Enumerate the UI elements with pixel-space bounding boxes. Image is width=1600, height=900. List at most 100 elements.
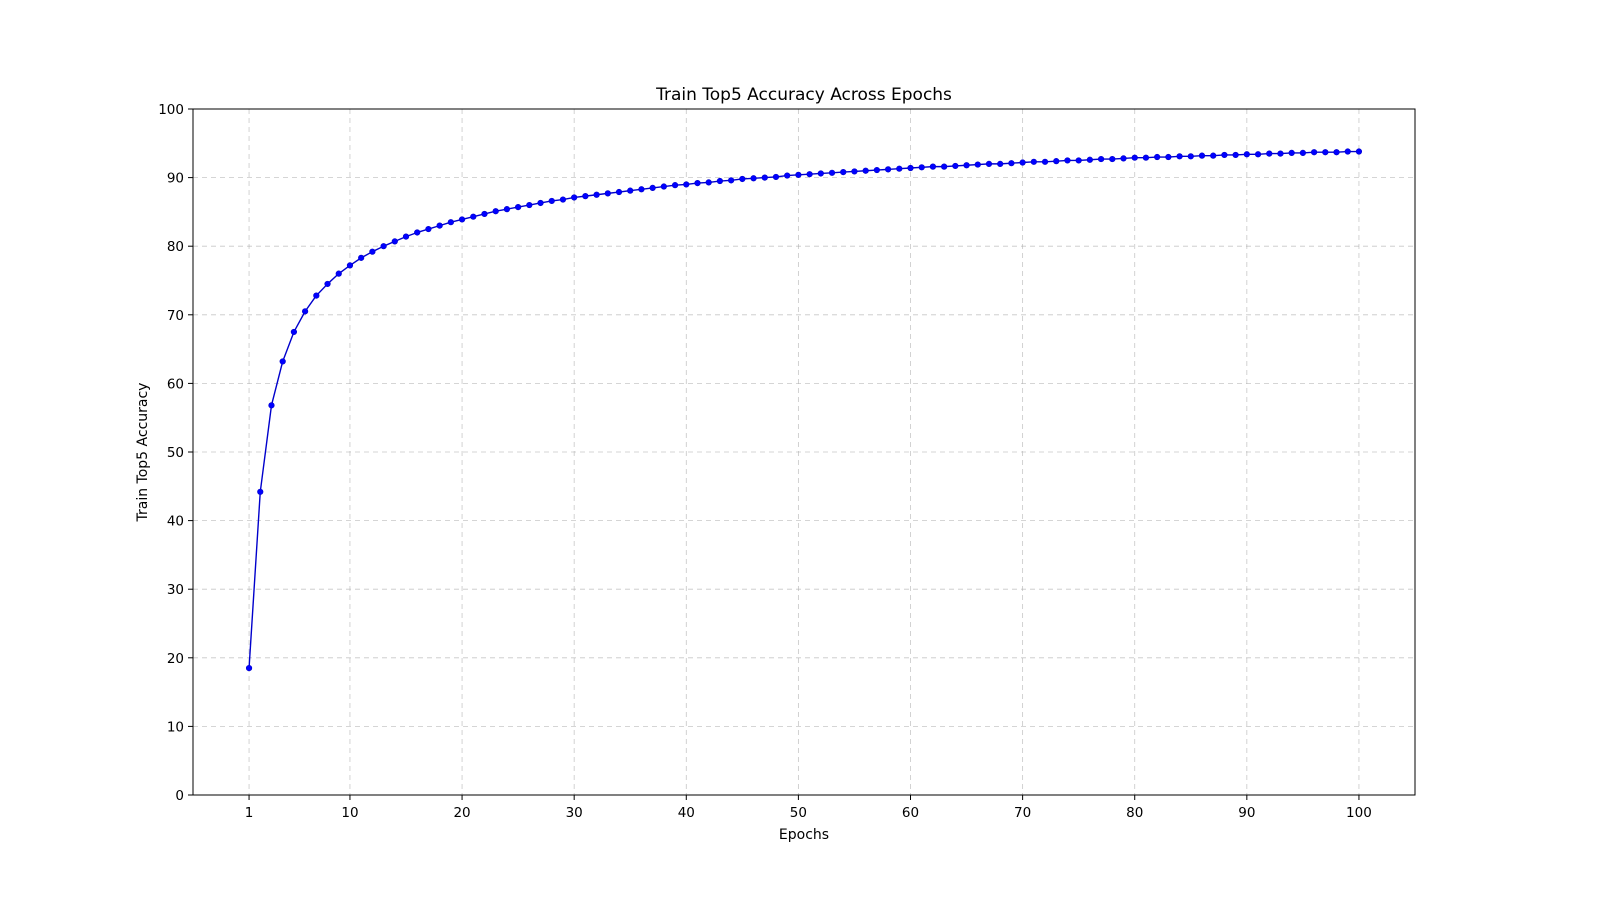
data-point (515, 203, 522, 211)
data-point (436, 222, 443, 229)
data-point (346, 262, 354, 269)
data-point (1086, 156, 1093, 163)
x-tick-label: 100 (1346, 805, 1372, 821)
y-tick-label: 60 (167, 376, 184, 392)
data-point (1008, 160, 1015, 167)
data-point (694, 179, 701, 187)
data-point (761, 174, 768, 181)
x-tick-label: 1 (245, 805, 254, 821)
x-tick-label: 70 (1014, 805, 1031, 821)
data-point (1109, 155, 1116, 163)
series-line (248, 150, 1359, 669)
chart-title: Train Top5 Accuracy Across Epochs (655, 85, 952, 105)
x-tick-label: 20 (453, 805, 470, 821)
data-point (1041, 158, 1049, 165)
data-point (604, 190, 611, 197)
data-point (1210, 152, 1217, 159)
data-point (1075, 157, 1082, 164)
data-point (582, 193, 589, 200)
data-point (873, 166, 880, 174)
data-point (660, 183, 667, 190)
y-axis-label: Train Top5 Accuracy (135, 383, 151, 523)
data-point (739, 175, 746, 183)
data-point (1266, 150, 1273, 157)
data-point (559, 196, 567, 203)
data-point (929, 163, 937, 170)
data-point (795, 171, 802, 178)
y-axis-ticks: 0 10 20 30 40 50 60 70 80 90 100 (158, 102, 193, 804)
data-point (918, 164, 925, 171)
data-point (784, 172, 791, 179)
y-tick-label: 30 (167, 582, 184, 598)
data-point (537, 199, 544, 207)
x-tick-label: 30 (566, 805, 583, 821)
data-point (391, 238, 398, 245)
data-point (503, 206, 511, 213)
data-point (728, 177, 735, 184)
data-point (1311, 149, 1318, 156)
data-point (279, 358, 286, 365)
y-tick-label: 70 (167, 308, 184, 324)
series-line-layer (248, 150, 1359, 669)
data-point (1198, 152, 1206, 159)
x-tick-label: 60 (902, 805, 919, 821)
data-point (245, 664, 253, 672)
data-point (705, 179, 712, 186)
y-tick-label: 50 (167, 445, 184, 461)
data-point (985, 160, 993, 167)
data-point (884, 166, 892, 173)
data-point (683, 181, 690, 188)
data-point (425, 225, 432, 233)
data-point (548, 197, 555, 205)
y-tick-label: 100 (158, 102, 184, 118)
data-point (671, 182, 679, 189)
data-point (1176, 153, 1183, 160)
data-point (772, 173, 780, 181)
data-point (290, 328, 297, 336)
data-point (313, 292, 320, 299)
y-tick-label: 0 (175, 788, 184, 804)
data-point (335, 270, 342, 277)
data-point (257, 488, 264, 495)
data-point (470, 213, 477, 220)
data-point (963, 162, 970, 169)
data-point (716, 177, 724, 185)
data-point (806, 171, 813, 178)
data-point (828, 169, 836, 176)
data-point (638, 186, 645, 193)
data-point (627, 187, 634, 194)
data-point (458, 216, 466, 223)
x-tick-label: 90 (1238, 805, 1255, 821)
data-point (1221, 151, 1228, 159)
data-point (302, 308, 309, 315)
data-point (492, 208, 499, 215)
data-point (1232, 151, 1239, 159)
data-point (369, 248, 376, 255)
y-tick-label: 40 (167, 514, 184, 530)
data-point (1030, 158, 1037, 165)
data-point (649, 184, 656, 191)
data-point (1299, 149, 1306, 157)
data-point (324, 280, 331, 288)
y-tick-label: 20 (167, 651, 184, 667)
x-tick-label: 50 (790, 805, 807, 821)
data-point (997, 160, 1004, 167)
data-point (1254, 151, 1262, 158)
data-point (1344, 148, 1351, 155)
data-point (1053, 158, 1060, 165)
data-point (896, 165, 903, 172)
data-point (750, 175, 757, 182)
data-point (941, 163, 948, 170)
data-point (593, 191, 600, 198)
x-tick-label: 80 (1126, 805, 1143, 821)
data-point (1333, 149, 1340, 156)
data-point (862, 167, 869, 174)
data-point (1165, 153, 1172, 161)
data-point (1097, 155, 1105, 163)
y-tick-label: 90 (167, 171, 184, 187)
data-point (907, 164, 914, 172)
data-point (974, 161, 981, 168)
x-axis-ticks: 1 10 20 30 40 50 60 70 80 90 100 (245, 795, 1372, 821)
data-point (1120, 155, 1127, 162)
data-point (1019, 159, 1026, 166)
